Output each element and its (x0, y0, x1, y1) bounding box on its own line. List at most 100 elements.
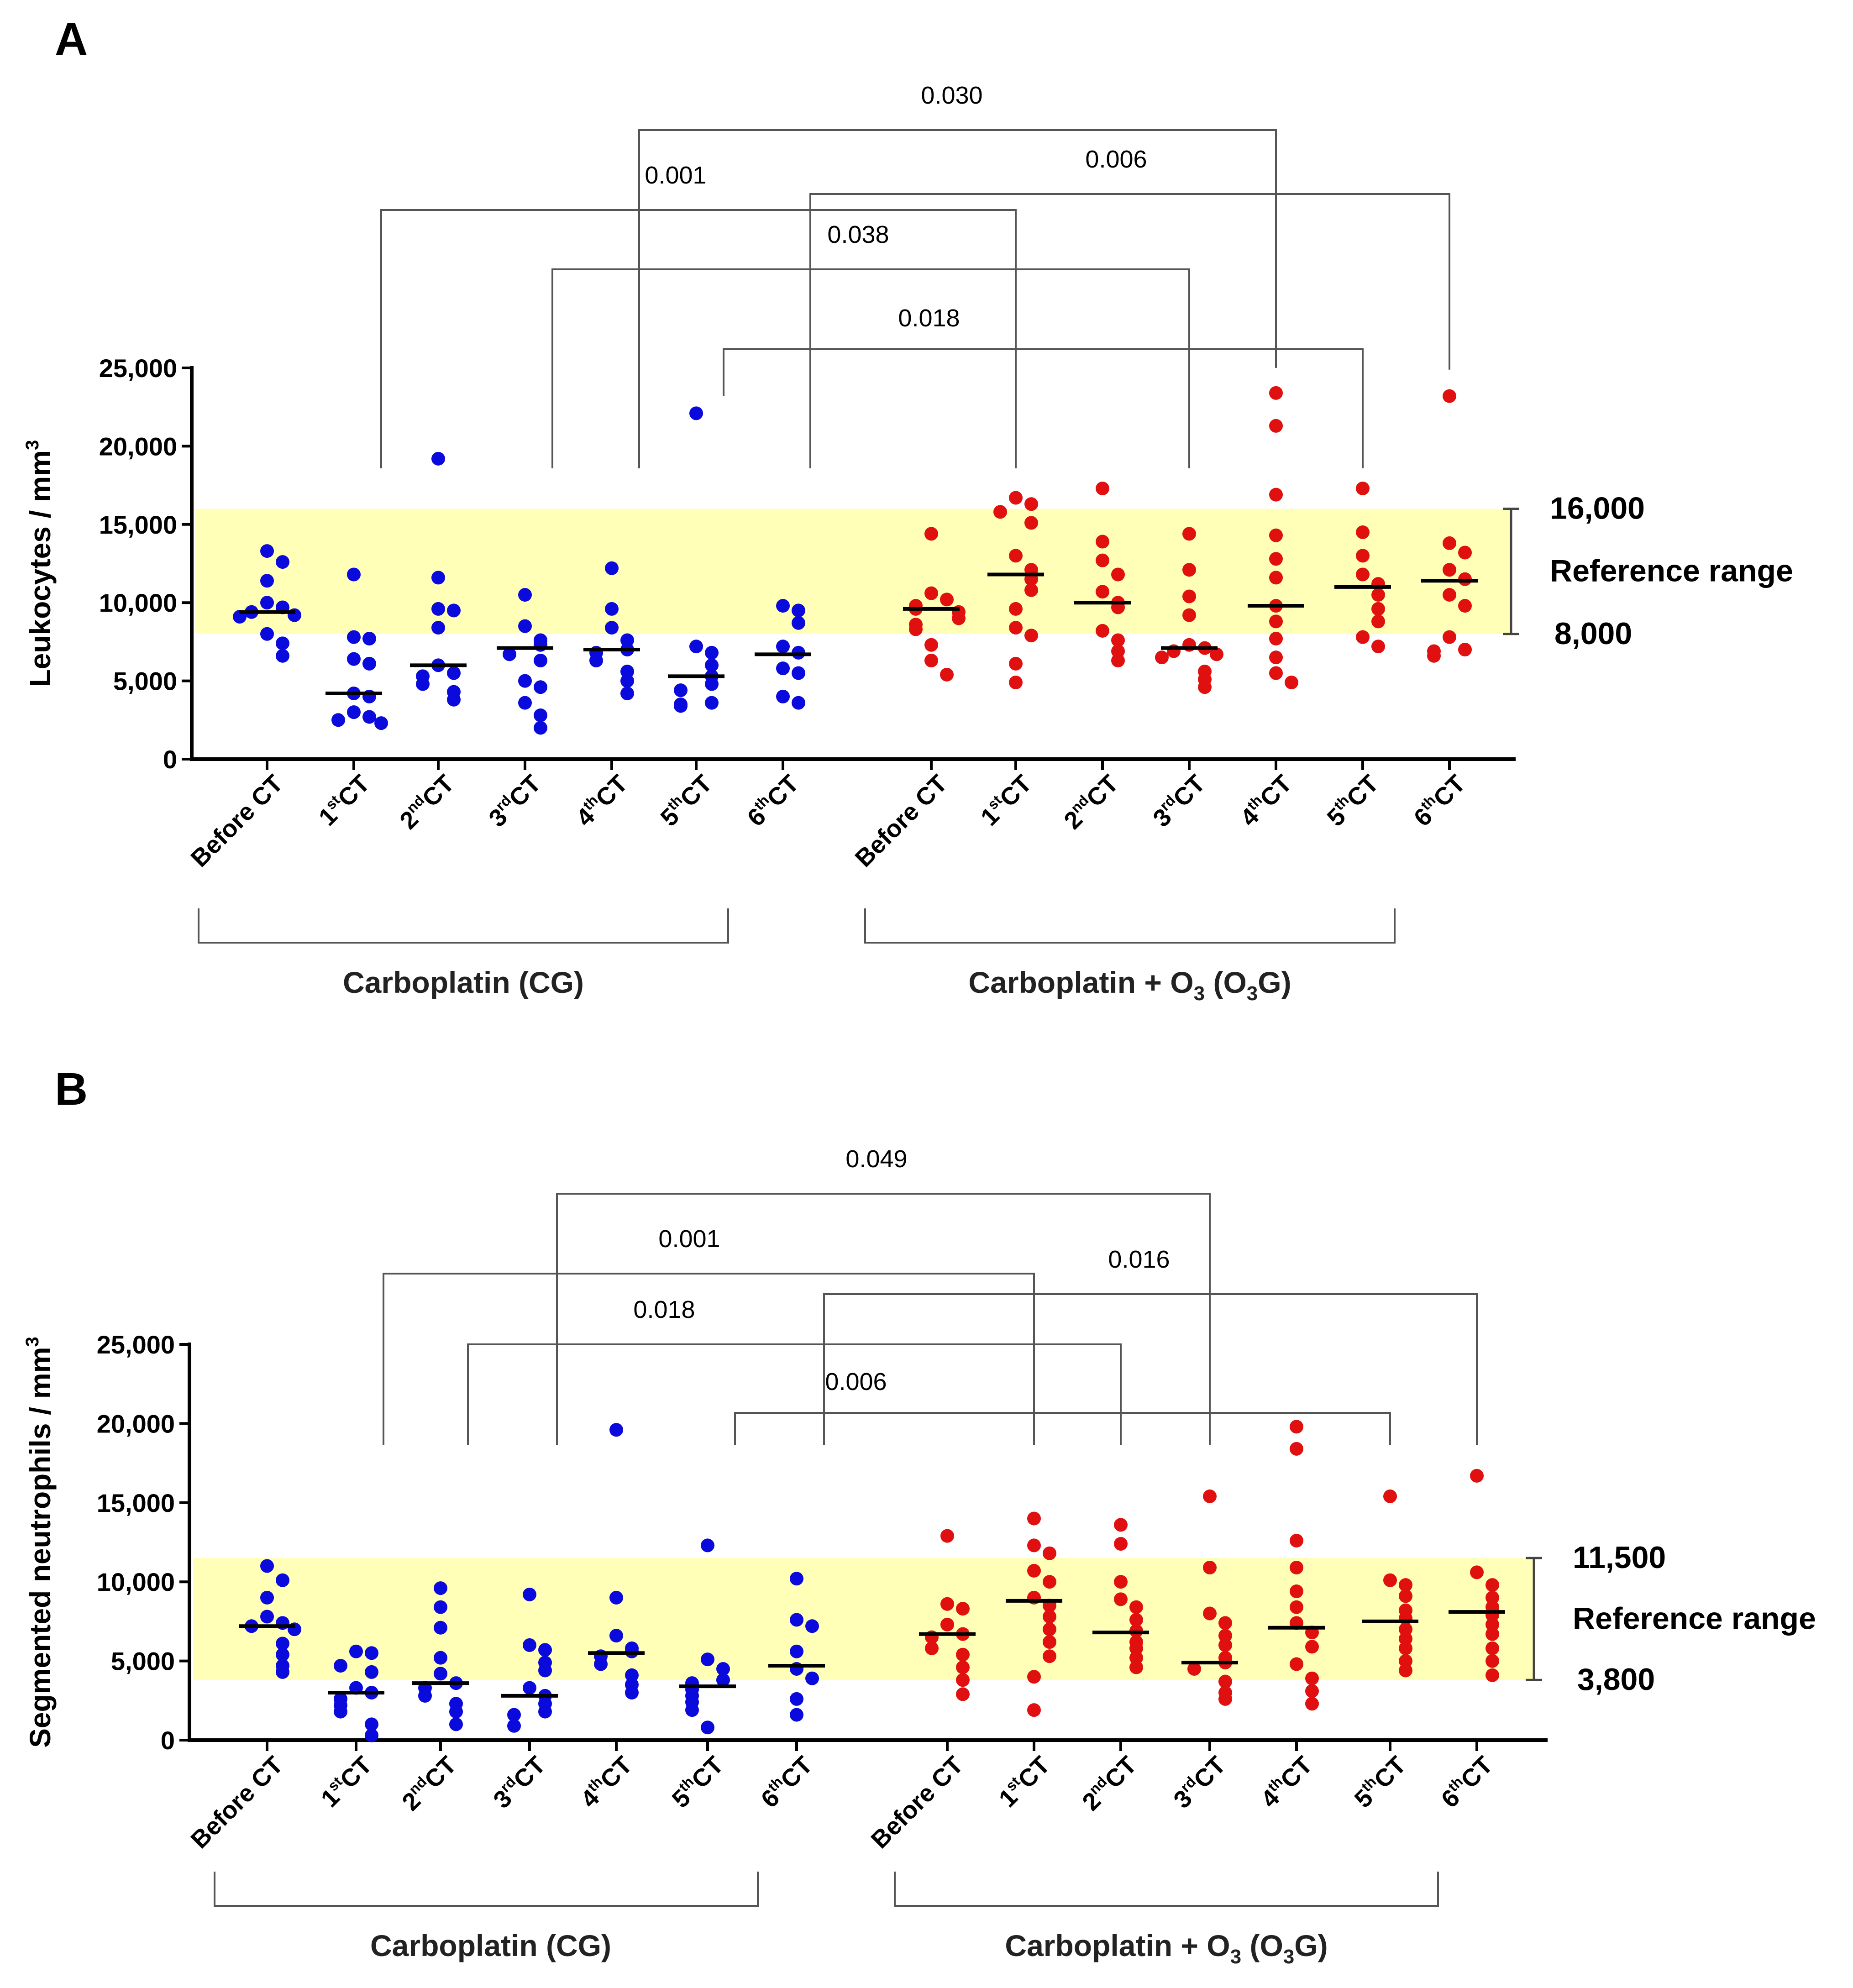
x-tick-label: Before CT (850, 770, 953, 872)
significance-line (380, 209, 1017, 468)
data-point (1399, 1622, 1412, 1637)
data-point (447, 692, 461, 707)
data-point (790, 1644, 803, 1658)
data-point (625, 1685, 639, 1700)
data-point (1218, 1674, 1232, 1689)
y-tick-label: 5,000 (111, 1647, 175, 1676)
data-point (620, 674, 634, 688)
data-point (1182, 527, 1196, 541)
data-point (805, 1671, 819, 1685)
p-value-label: 0.016 (1108, 1246, 1170, 1273)
data-point (1443, 630, 1456, 644)
data-point (1356, 567, 1370, 582)
x-tick-label: 5thCT (1348, 1750, 1411, 1813)
data-point (701, 1652, 714, 1667)
data-point (1114, 1575, 1128, 1589)
data-point (776, 599, 790, 613)
data-point (705, 645, 719, 660)
data-point (276, 649, 289, 663)
data-point (1269, 666, 1283, 680)
data-point (1096, 535, 1109, 549)
y-tick-label: 15,000 (97, 1489, 175, 1517)
data-point (956, 1687, 970, 1701)
data-point (1305, 1697, 1319, 1711)
data-point (1129, 1651, 1143, 1665)
data-point (418, 1689, 432, 1703)
y-tick-label: 10,000 (99, 588, 177, 617)
data-point (1218, 1616, 1232, 1630)
data-point (1203, 1489, 1217, 1503)
data-point (1486, 1590, 1499, 1605)
data-point (523, 1638, 536, 1652)
x-tick-label: 2ndCT (1076, 1750, 1142, 1816)
data-point (1043, 1649, 1056, 1663)
data-point (1114, 1518, 1128, 1532)
data-point (790, 1692, 803, 1706)
data-point (1269, 552, 1283, 566)
reference-high-label: 11,500 (1573, 1540, 1666, 1575)
data-point (518, 696, 532, 710)
significance-line (467, 1343, 1122, 1445)
data-point (1269, 632, 1283, 646)
data-point (538, 1663, 552, 1678)
data-point (1218, 1629, 1232, 1643)
x-tick-label: 2ndCT (394, 769, 459, 834)
data-point (792, 603, 805, 618)
reference-range-label: Reference range (1550, 554, 1793, 588)
data-point (365, 1646, 378, 1660)
data-point (1356, 481, 1370, 495)
data-point (940, 1597, 954, 1611)
data-point (705, 658, 719, 672)
data-point (1269, 419, 1283, 433)
data-point (374, 716, 388, 730)
data-point (260, 1590, 274, 1605)
data-point (1096, 585, 1109, 599)
data-point (1443, 389, 1456, 403)
data-point (1218, 1692, 1232, 1706)
data-point (1203, 1606, 1217, 1621)
data-point (1111, 654, 1125, 668)
group-label-subscript: 3 (1283, 1946, 1294, 1968)
p-value-label: 0.018 (633, 1296, 695, 1323)
data-point (1111, 644, 1125, 658)
data-point (689, 406, 703, 420)
significance-line (809, 193, 1450, 468)
data-point (1486, 1627, 1499, 1641)
data-point (447, 666, 461, 680)
x-tick-label: 1stCT (315, 1750, 378, 1813)
y-axis-label-main: Segmented neutrophils / mm (24, 1347, 57, 1747)
data-point (625, 1668, 639, 1682)
p-value-label: 0.006 (825, 1368, 887, 1395)
data-point (260, 596, 274, 610)
data-point (1111, 633, 1125, 647)
data-point (1043, 1575, 1056, 1589)
x-tick-label: 4thCT (570, 769, 633, 832)
panel-label: A (55, 14, 88, 65)
y-tick-label: 5,000 (113, 667, 177, 696)
data-point (1290, 1657, 1303, 1671)
x-tick-label: 6thCT (741, 769, 804, 832)
y-axis-label: Segmented neutrophils / mm3 (22, 1337, 57, 1748)
data-point (434, 1621, 447, 1635)
data-point (609, 1423, 623, 1437)
data-point (956, 1660, 970, 1674)
data-point (1129, 1613, 1143, 1627)
data-point (1210, 647, 1223, 661)
data-point (260, 627, 274, 641)
data-point (1024, 629, 1038, 643)
significance-line (734, 1412, 1391, 1445)
group-label: Carboplatin (CG) (370, 1929, 611, 1962)
data-point (347, 652, 361, 666)
data-point (1009, 676, 1023, 690)
data-point (1305, 1684, 1319, 1698)
data-point (1182, 589, 1196, 603)
data-point (1269, 528, 1283, 542)
data-point (805, 1619, 819, 1633)
data-point (594, 1657, 608, 1671)
data-point (331, 713, 345, 727)
data-point (674, 683, 688, 698)
data-point (1399, 1654, 1412, 1668)
data-point (1470, 1565, 1484, 1579)
data-point (1182, 563, 1196, 577)
group-bracket (198, 908, 729, 944)
